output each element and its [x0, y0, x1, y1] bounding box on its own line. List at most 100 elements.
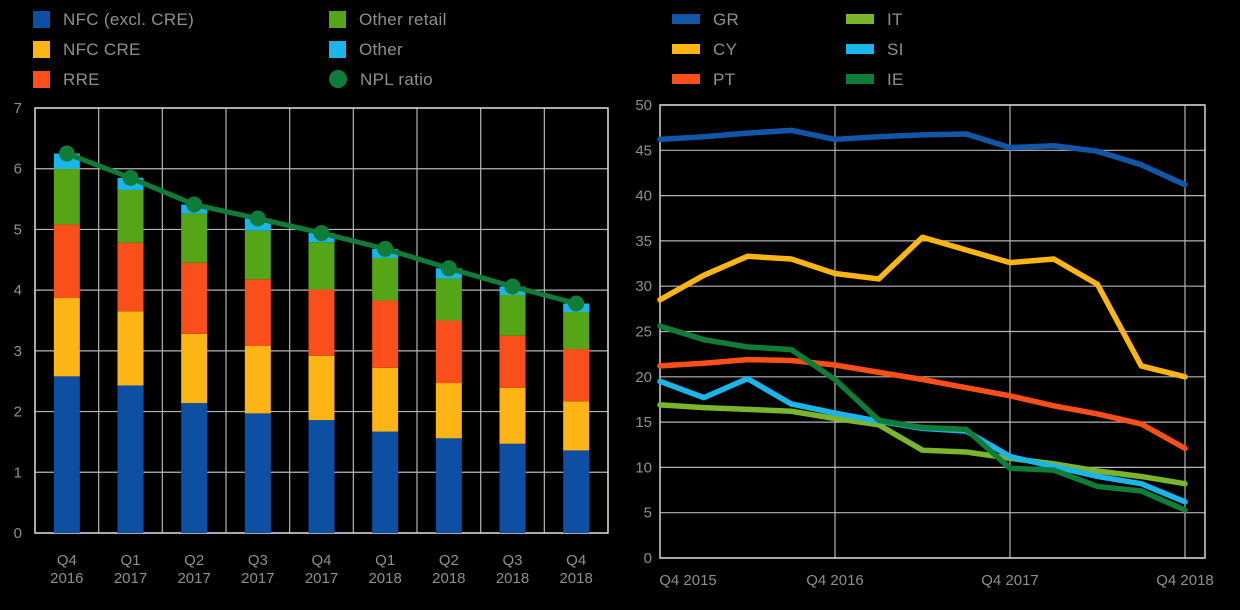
- nfc-cre-square-swatch-icon: [33, 40, 50, 58]
- legend-item-npl-ratio: NPL ratio: [329, 64, 609, 94]
- svg-text:4: 4: [14, 282, 22, 299]
- pt-line-swatch-icon: [672, 74, 700, 84]
- right-chart-legend: GR CY PT IT SI IE: [672, 4, 1036, 94]
- bar-segment-nfc-excl-cre: [563, 450, 590, 533]
- bar-segment-other-retail: [372, 257, 399, 301]
- legend-item-nfc-cre: NFC CRE: [33, 34, 329, 64]
- nfc-excl-cre-square-swatch-icon: [33, 10, 50, 28]
- svg-text:6: 6: [14, 161, 22, 178]
- npl-stacked-bar-chart: 0 1 2 3 4 5 6 7 Q4 2016 Q1 2017 Q2 2017 Q3 2017 Q4 2017 Q1…: [14, 100, 609, 587]
- line-pt: [657, 356, 1188, 452]
- bar-segment-rre: [53, 224, 80, 299]
- bar-segment-nfc-cre: [181, 333, 208, 404]
- legend-label: NFC CRE: [63, 39, 141, 59]
- legend-label: Other: [359, 39, 404, 59]
- bar-segment-other-retail: [499, 295, 526, 336]
- bar-segment-other-retail: [308, 242, 335, 290]
- svg-text:35: 35: [635, 233, 652, 250]
- svg-text:5: 5: [14, 221, 22, 238]
- legend-label: NPL ratio: [360, 69, 433, 89]
- legend-item-other-retail: Other retail: [329, 4, 609, 34]
- npl-stacked-bars: [53, 153, 590, 533]
- right-y-axis-labels: 0 5 10 15 20 25 30 35 40 45 50: [635, 97, 652, 567]
- bar-segment-rre: [181, 262, 208, 334]
- bar-segment-other-retail: [117, 189, 144, 243]
- bar-segment-rre: [244, 279, 271, 346]
- svg-text:40: 40: [635, 188, 652, 205]
- bar-segment-nfc-cre: [372, 367, 399, 432]
- bar-segment-nfc-cre: [499, 387, 526, 444]
- legend-item-si: SI: [846, 34, 1036, 64]
- svg-text:Q4 2015: Q4 2015: [659, 572, 717, 589]
- bar-segment-nfc-cre: [244, 346, 271, 414]
- cy-line-swatch-icon: [672, 44, 700, 54]
- legend-label: Other retail: [359, 9, 447, 29]
- legend-label: IT: [887, 9, 903, 29]
- it-line-swatch-icon: [846, 14, 874, 24]
- bar-segment-nfc-excl-cre: [53, 376, 80, 533]
- legend-item-nfc-excl-cre: NFC (excl. CRE): [33, 4, 329, 34]
- svg-text:1: 1: [14, 464, 22, 481]
- bar-segment-nfc-excl-cre: [372, 431, 399, 533]
- legend-item-it: IT: [846, 4, 1036, 34]
- npl-ratio-marker: [313, 225, 330, 242]
- svg-text:3: 3: [14, 343, 22, 360]
- legend-item-rre: RRE: [33, 64, 329, 94]
- other-retail-square-swatch-icon: [329, 10, 346, 28]
- bar-segment-other-retail: [181, 213, 208, 263]
- svg-text:15: 15: [635, 414, 652, 431]
- legend-label: CY: [713, 39, 738, 59]
- npl-ratio-marker: [440, 260, 457, 277]
- bar-segment-rre: [117, 242, 144, 312]
- si-line-swatch-icon: [846, 44, 874, 54]
- country-npl-lines: [657, 127, 1188, 513]
- line-si: [657, 375, 1188, 505]
- bar-segment-rre: [372, 300, 399, 368]
- svg-text:0: 0: [644, 550, 652, 567]
- bar-segment-nfc-excl-cre: [244, 413, 271, 533]
- legend-item-ie: IE: [846, 64, 1036, 94]
- legend-label: GR: [713, 9, 740, 29]
- line-gr: [657, 127, 1188, 188]
- bar-segment-nfc-excl-cre: [181, 403, 208, 533]
- npl-ratio-marker: [377, 240, 394, 257]
- svg-text:25: 25: [635, 324, 652, 341]
- legend-item-gr: GR: [672, 4, 846, 34]
- bar-segment-nfc-cre: [117, 311, 144, 386]
- gr-line-swatch-icon: [672, 14, 700, 24]
- bar-segment-other-retail: [53, 168, 80, 225]
- npl-ratio-marker: [504, 278, 521, 295]
- bar-segment-nfc-excl-cre: [435, 438, 462, 533]
- legend-label: NFC (excl. CRE): [63, 9, 195, 29]
- bar-segment-other-retail: [435, 278, 462, 321]
- legend-item-cy: CY: [672, 34, 846, 64]
- legend-label: IE: [887, 69, 904, 89]
- legend-label: PT: [713, 69, 736, 89]
- line-it: [657, 402, 1188, 487]
- npl-ratio-marker: [122, 169, 139, 186]
- ie-line-swatch-icon: [846, 74, 874, 84]
- legend-item-other: Other: [329, 34, 609, 64]
- bar-segment-nfc-cre: [53, 298, 80, 377]
- svg-text:5: 5: [644, 505, 652, 522]
- bar-segment-nfc-excl-cre: [117, 385, 144, 533]
- legend-label: SI: [887, 39, 904, 59]
- npl-ratio-marker: [568, 295, 585, 312]
- rre-square-swatch-icon: [33, 70, 50, 88]
- svg-text:Q4 2018: Q4 2018: [1156, 572, 1214, 589]
- npl-ratio-circle-swatch-icon: [329, 70, 347, 88]
- other-square-swatch-icon: [329, 40, 346, 58]
- left-chart-legend: NFC (excl. CRE) NFC CRE RRE Other retail Oth…: [33, 4, 609, 94]
- right-x-axis-labels: Q4 2015 Q4 2016 Q4 2017 Q4 2018: [659, 572, 1214, 589]
